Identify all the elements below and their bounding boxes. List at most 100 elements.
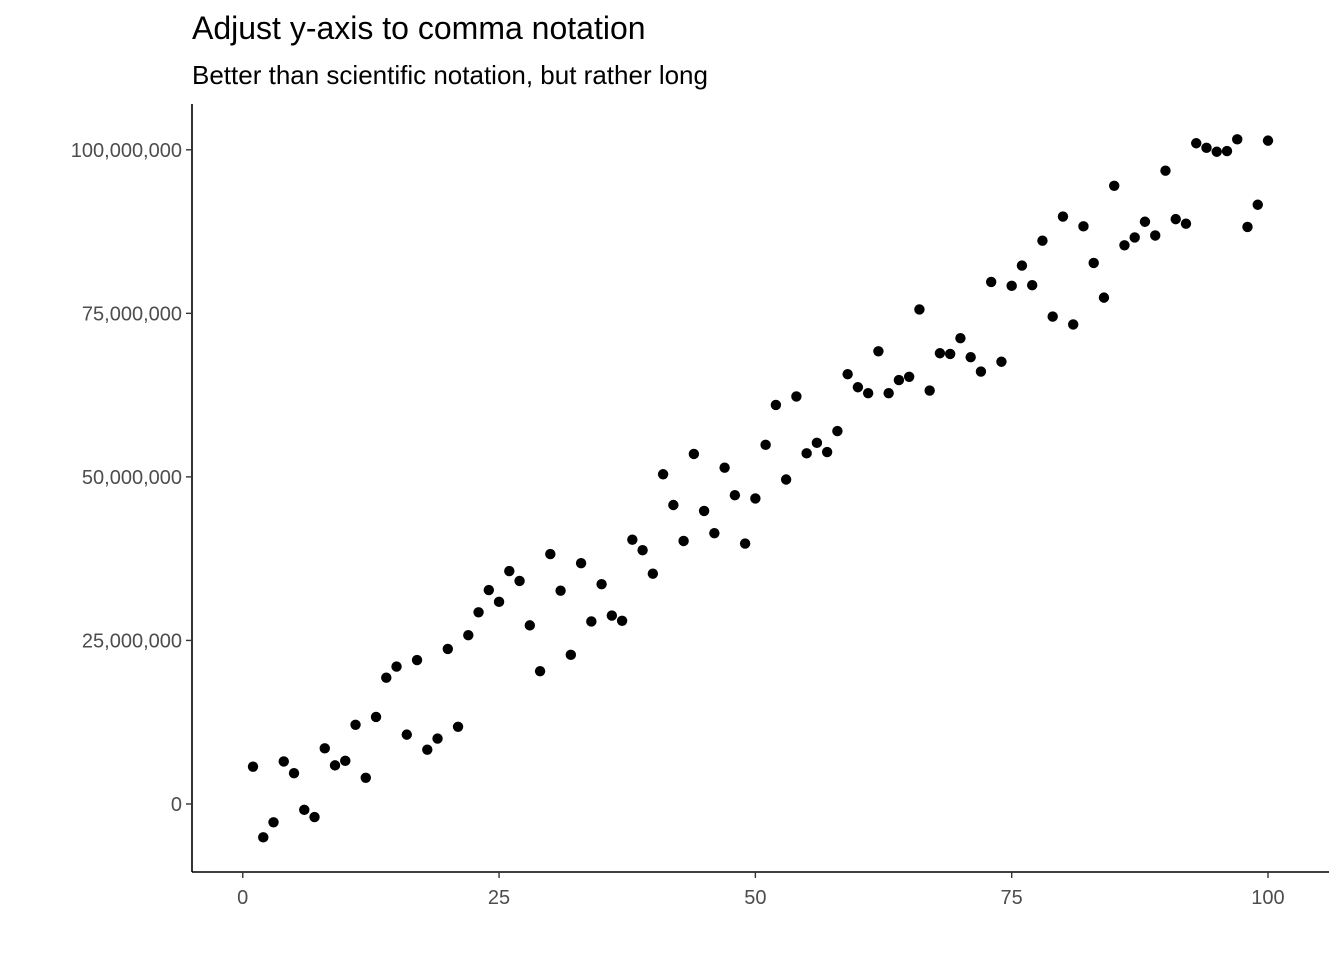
x-tick-label: 0 bbox=[237, 887, 248, 909]
data-point bbox=[1068, 319, 1079, 330]
data-point bbox=[975, 366, 987, 377]
data-point bbox=[791, 391, 802, 402]
data-point bbox=[750, 493, 761, 504]
data-point bbox=[1109, 180, 1120, 191]
data-point bbox=[1221, 145, 1233, 157]
data-point bbox=[401, 729, 412, 740]
data-point bbox=[483, 584, 495, 596]
data-point bbox=[360, 772, 371, 783]
data-point bbox=[1026, 280, 1038, 291]
data-point bbox=[442, 643, 453, 655]
data-point bbox=[247, 761, 259, 772]
data-point bbox=[391, 661, 402, 672]
data-point bbox=[278, 756, 289, 767]
data-point bbox=[821, 446, 833, 458]
data-point bbox=[760, 439, 771, 451]
data-point bbox=[842, 368, 853, 380]
data-point bbox=[524, 620, 536, 631]
data-point bbox=[1232, 134, 1243, 145]
data-point bbox=[709, 527, 720, 539]
data-point bbox=[801, 448, 812, 459]
data-point bbox=[309, 811, 320, 823]
y-tick-label: 25,000,000 bbox=[82, 630, 182, 652]
data-point bbox=[432, 733, 443, 744]
data-point bbox=[1098, 292, 1110, 303]
data-points bbox=[247, 134, 1274, 843]
data-point bbox=[545, 548, 556, 560]
x-tick-label: 25 bbox=[488, 887, 510, 909]
data-point bbox=[739, 538, 751, 549]
y-tick-label: 0 bbox=[171, 794, 182, 816]
data-point bbox=[647, 568, 659, 579]
data-point bbox=[319, 743, 330, 754]
data-point bbox=[637, 544, 648, 556]
data-point bbox=[586, 616, 597, 627]
data-point bbox=[770, 399, 782, 411]
data-point bbox=[903, 371, 915, 382]
data-point bbox=[893, 374, 905, 386]
data-point bbox=[688, 448, 700, 460]
data-point bbox=[422, 744, 433, 755]
data-point bbox=[852, 382, 864, 393]
data-point bbox=[1150, 230, 1161, 241]
data-point bbox=[862, 387, 874, 399]
data-point bbox=[719, 462, 730, 473]
data-point bbox=[268, 817, 279, 828]
data-point bbox=[473, 607, 484, 618]
data-point bbox=[657, 469, 669, 480]
data-point bbox=[668, 499, 679, 511]
data-point bbox=[606, 610, 618, 621]
data-point bbox=[1047, 311, 1058, 322]
data-point bbox=[463, 629, 474, 641]
data-point bbox=[729, 489, 741, 501]
data-point bbox=[1160, 165, 1171, 176]
data-point bbox=[1201, 142, 1212, 154]
data-point bbox=[780, 474, 792, 485]
data-point bbox=[340, 755, 351, 766]
data-point bbox=[955, 332, 966, 344]
axes: 0 25,000,000 50,000,000 75,000,000 100,000,0… bbox=[71, 104, 1329, 909]
data-point bbox=[965, 351, 976, 363]
y-tick-label: 50,000,000 bbox=[82, 467, 182, 489]
data-point bbox=[1139, 216, 1151, 227]
data-point bbox=[575, 558, 587, 569]
data-point bbox=[1016, 260, 1028, 271]
data-point bbox=[1191, 138, 1202, 149]
data-point bbox=[678, 535, 689, 547]
data-point bbox=[411, 654, 423, 666]
data-point bbox=[493, 596, 505, 608]
data-point bbox=[370, 711, 382, 723]
y-tick-label: 100,000,000 bbox=[71, 140, 182, 162]
data-point bbox=[914, 304, 925, 315]
data-point bbox=[1242, 221, 1253, 233]
data-point bbox=[452, 721, 464, 732]
data-point bbox=[555, 585, 566, 596]
data-point bbox=[873, 346, 884, 357]
data-point bbox=[565, 649, 577, 661]
data-point bbox=[811, 437, 823, 449]
data-point bbox=[1088, 257, 1099, 269]
data-point bbox=[698, 505, 710, 517]
data-point bbox=[329, 760, 341, 771]
data-point bbox=[350, 719, 361, 731]
data-point bbox=[514, 575, 525, 587]
data-point bbox=[1170, 213, 1181, 225]
data-point bbox=[985, 276, 997, 288]
data-point bbox=[924, 385, 935, 396]
data-point bbox=[1211, 146, 1222, 157]
data-point bbox=[1262, 135, 1274, 146]
data-point bbox=[883, 387, 894, 399]
x-tick-label: 75 bbox=[1001, 887, 1023, 909]
x-tick-label: 100 bbox=[1251, 887, 1284, 909]
data-point bbox=[258, 832, 269, 843]
data-point bbox=[1180, 218, 1192, 229]
data-point bbox=[627, 534, 638, 545]
data-point bbox=[1037, 235, 1048, 246]
data-point bbox=[996, 356, 1007, 367]
data-point bbox=[596, 578, 607, 590]
data-point bbox=[1119, 240, 1130, 251]
data-point bbox=[616, 615, 628, 626]
chart-subtitle: Better than scientific notation, but rat… bbox=[192, 60, 708, 90]
data-point bbox=[832, 425, 843, 437]
